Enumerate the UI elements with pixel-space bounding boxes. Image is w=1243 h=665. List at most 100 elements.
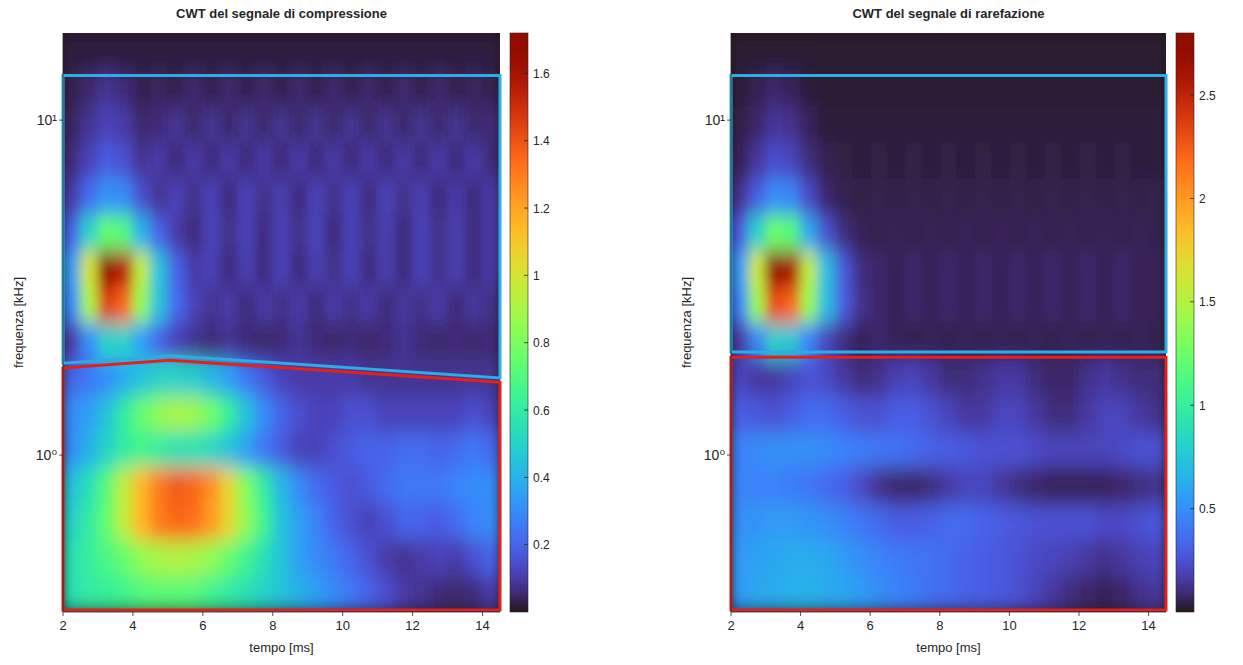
cell [731, 33, 748, 70]
cell [325, 106, 342, 142]
cell [957, 287, 974, 323]
cell [1096, 142, 1113, 178]
cell [378, 323, 395, 359]
cell [308, 142, 325, 178]
cell [783, 504, 800, 540]
cell [1062, 106, 1079, 142]
x-axis-title: tempo [ms] [249, 640, 313, 655]
cell [63, 431, 80, 467]
cell [255, 178, 272, 214]
x-tick-label: 14 [1141, 618, 1155, 633]
cell [888, 33, 905, 70]
cell [360, 178, 377, 214]
cells-clip [63, 33, 500, 612]
cell [308, 540, 325, 576]
cell [783, 214, 800, 250]
cell [818, 359, 835, 395]
colorbar-tick-label: 2.5 [1199, 89, 1216, 103]
x-tick-label: 6 [199, 618, 206, 633]
cell [801, 540, 818, 576]
cell [992, 504, 1009, 540]
cell [1062, 142, 1079, 178]
cell [1027, 178, 1044, 214]
cell [290, 214, 307, 250]
cell [168, 106, 185, 142]
cell [220, 178, 237, 214]
cell [273, 178, 290, 214]
cell [203, 576, 220, 612]
cell [308, 468, 325, 504]
cell [325, 142, 342, 178]
cell [1096, 33, 1113, 70]
cell [325, 323, 342, 359]
cell [783, 359, 800, 395]
cell [818, 106, 835, 142]
cell [150, 106, 167, 142]
cell [1131, 214, 1148, 250]
cell [766, 504, 783, 540]
cell [150, 395, 167, 431]
cell [818, 576, 835, 612]
cell [413, 504, 430, 540]
cell [220, 504, 237, 540]
cell [1027, 468, 1044, 504]
cell [1044, 468, 1061, 504]
cell [308, 431, 325, 467]
cell [853, 142, 870, 178]
cell [783, 287, 800, 323]
cell [870, 106, 887, 142]
colorbar-tick-label: 1 [533, 269, 540, 283]
cell [115, 142, 132, 178]
cell [783, 576, 800, 612]
x-axis-line [63, 612, 500, 613]
cell [818, 287, 835, 323]
cell [378, 33, 395, 70]
cell [922, 106, 939, 142]
cell [853, 106, 870, 142]
cell [168, 323, 185, 359]
cell [203, 323, 220, 359]
cell [448, 250, 465, 286]
colorbar-tick-label: 0.8 [533, 336, 550, 350]
cell [801, 431, 818, 467]
cell [748, 33, 765, 70]
cell [465, 468, 482, 504]
cell [63, 323, 80, 359]
colorbar: 0.20.40.60.811.21.41.6 [510, 33, 550, 612]
region-outline [731, 357, 1166, 610]
cell [1044, 576, 1061, 612]
cell [220, 323, 237, 359]
cell [483, 323, 500, 359]
x-tick-label: 4 [129, 618, 136, 633]
cell [1027, 504, 1044, 540]
cell [203, 106, 220, 142]
cell [853, 33, 870, 70]
colorbar-body [510, 33, 528, 612]
cell [1079, 395, 1096, 431]
cell [220, 576, 237, 612]
cell [80, 431, 97, 467]
cell [870, 250, 887, 286]
chart-svg: 246810121410⁰10¹CWT del segnale di compr… [0, 0, 1243, 665]
axes: 246810121410⁰10¹ [704, 33, 1166, 633]
cell [80, 178, 97, 214]
cell [940, 576, 957, 612]
cell [273, 250, 290, 286]
cell [783, 250, 800, 286]
cell [888, 359, 905, 395]
cell [168, 468, 185, 504]
cell [150, 214, 167, 250]
cell [1114, 214, 1131, 250]
x-axis-title: tempo [ms] [916, 640, 980, 655]
cell [150, 431, 167, 467]
cell [1149, 431, 1166, 467]
cell [1096, 540, 1113, 576]
cell [360, 214, 377, 250]
cell [957, 142, 974, 178]
x-tick [1079, 612, 1080, 616]
cell [818, 540, 835, 576]
cell [748, 468, 765, 504]
cell [1096, 106, 1113, 142]
cell [1131, 178, 1148, 214]
cell [185, 395, 202, 431]
